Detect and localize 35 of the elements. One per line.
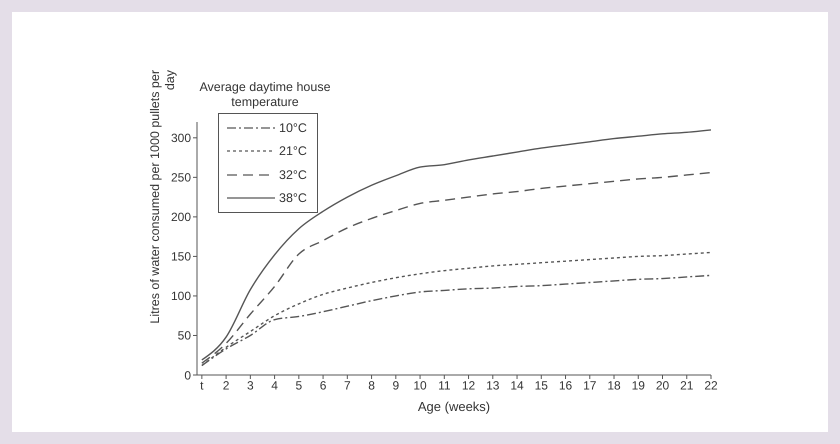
x-tick-label: 9 bbox=[392, 378, 400, 393]
y-tick-label: 0 bbox=[184, 368, 192, 382]
legend-label: 32°C bbox=[279, 168, 307, 182]
x-tick-label: 2 bbox=[222, 378, 230, 393]
y-tick-label: 200 bbox=[170, 210, 192, 224]
y-tick-label: 300 bbox=[170, 131, 192, 146]
x-tick-label: 16 bbox=[558, 378, 573, 393]
x-tick-label: 4 bbox=[271, 378, 278, 393]
x-tick-label: 15 bbox=[534, 378, 548, 393]
x-tick-label: 12 bbox=[462, 378, 476, 393]
x-tick-label: 5 bbox=[295, 378, 302, 393]
y-tick-label: 100 bbox=[170, 289, 192, 304]
x-tick-label: 19 bbox=[632, 378, 646, 393]
x-axis-title: Age (weeks) bbox=[418, 399, 490, 414]
x-tick-label: 11 bbox=[438, 378, 451, 393]
x-tick-label: t bbox=[200, 378, 204, 393]
legend-title: Average daytime house temperature bbox=[198, 80, 332, 110]
x-tick-label: 6 bbox=[320, 378, 327, 393]
x-tick-label: 18 bbox=[607, 378, 622, 393]
x-tick-label: 7 bbox=[344, 378, 351, 393]
x-tick-label: 22 bbox=[704, 378, 718, 393]
x-tick-label: 20 bbox=[656, 378, 670, 393]
x-tick-label: 10 bbox=[413, 378, 428, 393]
x-tick-label: 3 bbox=[246, 378, 254, 393]
legend-label: 38°C bbox=[279, 191, 307, 206]
y-tick-label: 50 bbox=[178, 328, 192, 343]
legend-label: 10°C bbox=[279, 120, 307, 135]
x-tick-label: 14 bbox=[510, 378, 524, 393]
y-tick-label: 250 bbox=[170, 170, 192, 185]
x-tick-label: 8 bbox=[368, 378, 376, 393]
y-tick-label: 150 bbox=[170, 250, 192, 264]
legend-label: 21°C bbox=[279, 144, 307, 158]
x-tick-label: 17 bbox=[583, 378, 597, 393]
x-tick-label: 13 bbox=[486, 378, 500, 393]
x-tick-label: 21 bbox=[680, 378, 694, 393]
